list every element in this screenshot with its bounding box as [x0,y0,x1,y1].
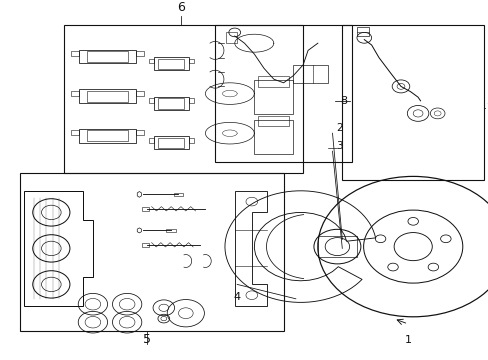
Text: 5: 5 [142,333,150,346]
Text: 2: 2 [336,123,343,133]
Text: 8: 8 [339,96,346,106]
Text: 6: 6 [177,1,184,14]
Text: 4: 4 [233,292,240,302]
Text: 3: 3 [336,141,343,151]
Text: 7: 7 [486,103,488,113]
Text: 1: 1 [404,335,411,345]
